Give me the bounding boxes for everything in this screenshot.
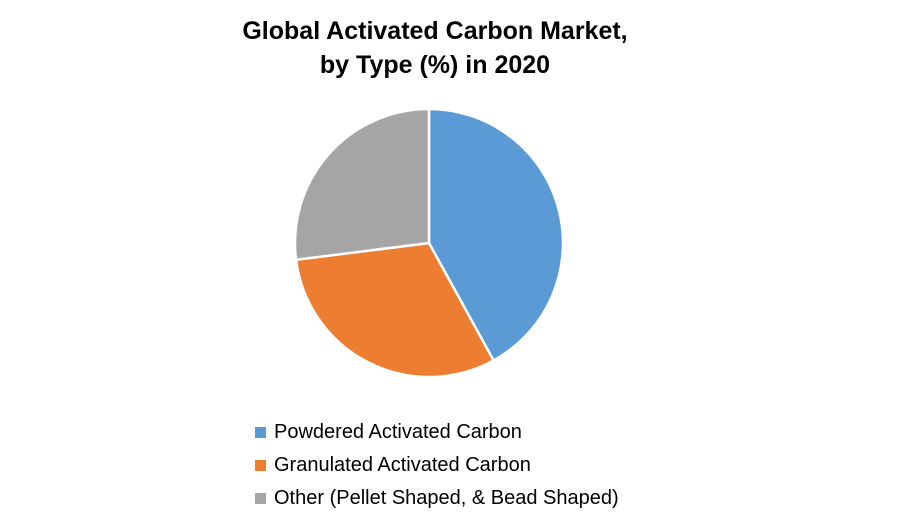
pie-slices xyxy=(293,107,565,379)
pie-slice-other xyxy=(293,107,431,262)
chart-title: Global Activated Carbon Market, by Type … xyxy=(0,14,870,82)
legend-label-powdered: Powdered Activated Carbon xyxy=(274,421,522,443)
pie-slice-granulated xyxy=(294,241,495,379)
chart-title-line-1: Global Activated Carbon Market, xyxy=(242,17,628,45)
legend-swatch-granulated xyxy=(255,460,266,471)
legend-swatch-other xyxy=(255,493,266,504)
chart-title-line-2: by Type (%) in 2020 xyxy=(319,51,551,79)
chart-legend: Powdered Activated Carbon Granulated Act… xyxy=(255,416,619,515)
legend-item-other: Other (Pellet Shaped, & Bead Shaped) xyxy=(255,482,619,515)
legend-item-powdered: Powdered Activated Carbon xyxy=(255,416,619,449)
legend-label-granulated: Granulated Activated Carbon xyxy=(274,454,531,476)
pie-slice-powdered xyxy=(427,107,565,362)
legend-label-other: Other (Pellet Shaped, & Bead Shaped) xyxy=(274,487,619,509)
legend-item-granulated: Granulated Activated Carbon xyxy=(255,449,619,482)
legend-swatch-powdered xyxy=(255,427,266,438)
